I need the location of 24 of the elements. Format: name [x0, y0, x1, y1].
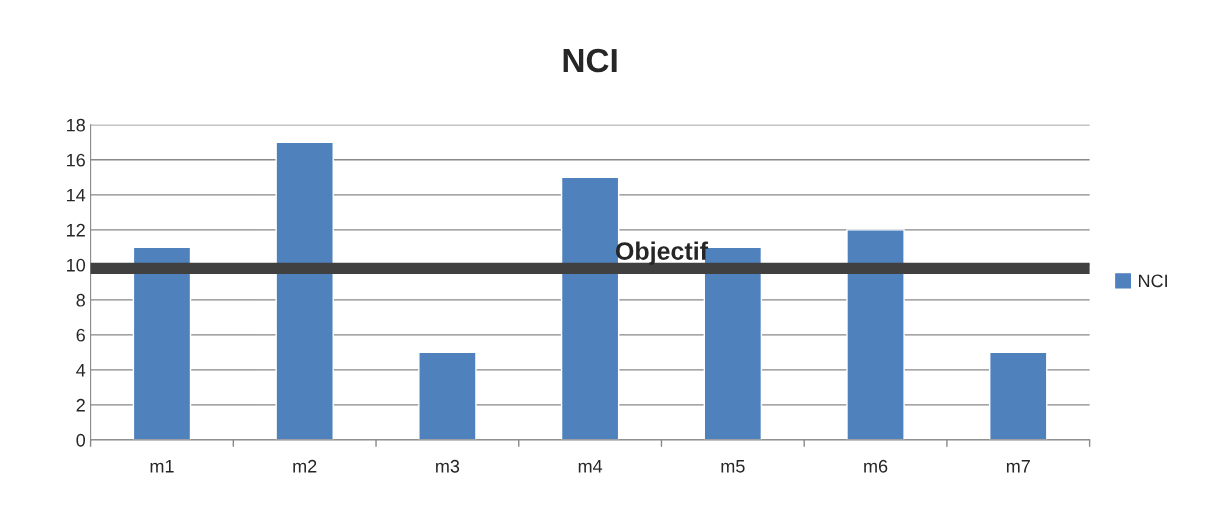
bar: [418, 351, 477, 440]
x-tick-label: m3: [436, 459, 460, 473]
y-tick-label: 0: [76, 433, 86, 447]
x-tick-label: m2: [293, 459, 317, 473]
y-tick-label: 2: [76, 398, 85, 412]
y-tick-label: 4: [76, 364, 86, 377]
y-tick-label: 18: [67, 118, 85, 132]
y-tick-label: 12: [67, 223, 85, 237]
bar: [989, 351, 1048, 440]
x-tick-label: m5: [721, 460, 745, 473]
x-tick-label: m6: [864, 459, 888, 473]
bar: [275, 141, 334, 440]
y-tick-label: 10: [67, 258, 86, 272]
chart-title: NCI: [563, 48, 617, 73]
x-tick-label: m7: [1006, 460, 1030, 473]
y-tick-label: 8: [76, 293, 85, 307]
bar: [132, 246, 192, 440]
bar: [846, 229, 905, 440]
x-tick-label: m4: [578, 460, 603, 473]
y-tick-label: 16: [67, 153, 85, 167]
legend-label: NCI: [1139, 274, 1167, 288]
y-tick-label: 14: [67, 188, 86, 202]
x-tick-label: m1: [150, 460, 174, 473]
y-tick-label: 6: [76, 328, 85, 342]
